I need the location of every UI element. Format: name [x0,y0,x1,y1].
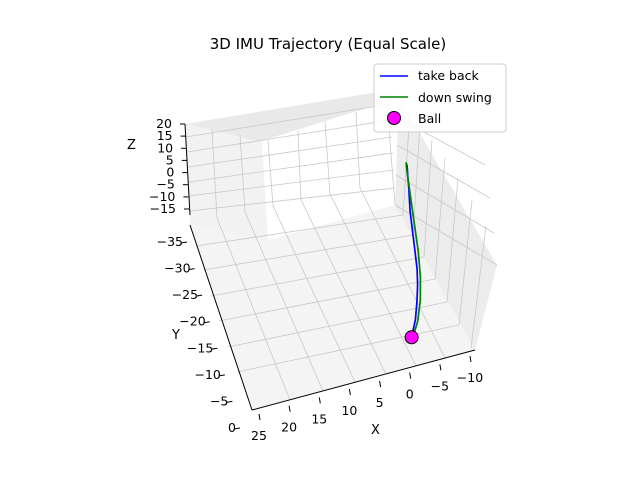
x-tick-label: 10 [341,403,357,418]
z-tick-label: 10 [157,140,173,155]
x-tick-mark [288,405,291,412]
z-tick-label: −15 [150,201,176,216]
legend-swatch-ball [387,111,401,125]
plot-layer [404,162,422,345]
grid-line [195,214,404,247]
x-axis-label: X [371,423,380,438]
grid-line [239,134,246,213]
grid-lines [185,102,498,401]
x-tick-mark [318,397,321,404]
axis-panes [185,90,497,410]
x-tick-mark [439,364,442,371]
grid-line [211,128,218,219]
grid-line [434,157,446,280]
legend: take back down swing Ball [373,63,507,133]
x-tick-label: 20 [281,420,297,435]
chart-title: 3D IMU Trajectory (Equal Scale) [210,35,447,53]
y-tick-label: −25 [172,287,198,302]
x-tick-mark [379,380,382,387]
x-axis-line [251,349,476,411]
z-tick-label: 15 [157,128,173,143]
grid-line [394,204,498,266]
grid-line [458,199,473,326]
axis-spines [184,123,476,411]
grid-line [359,187,446,359]
floor-pane [190,205,475,410]
legend-label-down-swing: down swing [418,90,492,105]
grid-line [218,278,436,322]
grid-line [236,324,460,373]
x-tick-labels: 25 20 15 10 5 0 −5 −10 [251,355,483,443]
x-tick-mark [409,372,412,379]
y-tick-mark [188,268,195,271]
legend-label-take-back: take back [418,68,479,83]
grid-line [396,144,491,199]
grid-line [395,174,495,234]
y-axis-label: Y [171,328,180,343]
grid-line [423,139,433,258]
grid-line [188,152,394,183]
z-tick-label: 20 [156,116,172,131]
grid-line [188,169,395,197]
side-pane [395,98,497,350]
y-tick-mark [211,347,218,350]
y-tick-mark [218,374,225,377]
y-axis-line [189,224,253,411]
grid-line [297,130,302,201]
x-tick-label: −10 [457,370,483,385]
legend-label-ball: Ball [418,111,441,126]
y-tick-mark [180,241,188,244]
grid-line [210,256,425,297]
z-axis-label: Z [127,138,136,153]
y-tick-mark [233,427,241,430]
grid-line [267,139,274,207]
x-tick-label: 5 [376,395,384,410]
back-pane-xz [185,90,399,142]
grid-line [185,103,391,138]
grid-line [186,119,392,153]
x-tick-label: 0 [406,387,414,402]
grid-line [324,121,331,195]
x-tick-label: −5 [431,378,449,393]
grid-line [216,217,291,401]
grid-line [355,111,361,189]
y-tick-label: −20 [179,314,205,329]
grid-line [470,225,487,349]
y-tick-mark [196,294,203,297]
y-tick-labels: 0−5 −10 −15 −20 −25 −30 −35 [157,234,241,435]
y-tick-label: −10 [195,367,221,382]
series-line-down-swing [405,162,422,337]
z-tick-label: −10 [149,189,175,204]
x-tick-label: 15 [311,411,327,426]
z-tick-label: −5 [156,177,174,192]
x-tick-label: 25 [251,428,267,443]
y-tick-label: −15 [187,340,213,355]
grid-line [189,187,396,212]
z-tick-label: 5 [166,152,174,167]
legend-box [373,63,507,133]
x-tick-mark [348,389,351,396]
x-tick-mark [469,355,472,363]
x-tick-mark [258,413,261,421]
y-tick-mark [226,400,233,403]
y-tick-label: 0 [228,420,236,435]
back-pane-yz [185,124,268,240]
grid-line [187,136,393,168]
grid-line [202,234,414,271]
y-tick-label: −30 [164,261,190,276]
z-tick-label: 0 [166,165,174,180]
grid-line [272,205,356,383]
grid-line [227,301,448,348]
grid-line [300,199,387,375]
z-axis-line [184,123,191,216]
y-tick-mark [203,321,210,324]
grid-line [446,177,459,303]
y-tick-label: −35 [157,234,183,249]
ball-marker [404,330,419,345]
y-tick-label: −5 [210,393,228,408]
grid-line [244,211,324,392]
